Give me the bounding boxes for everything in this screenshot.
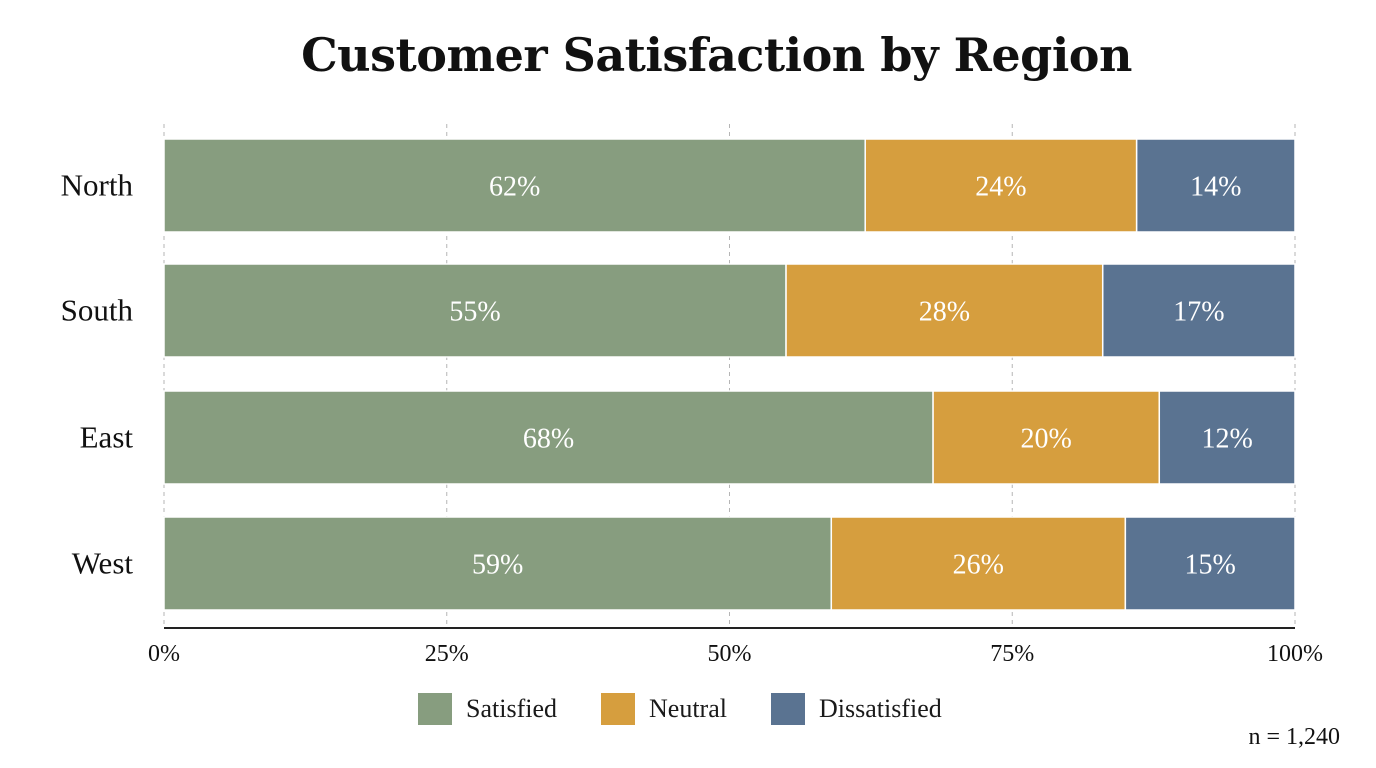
bar-south-dissatisfied <box>1101 263 1296 358</box>
legend-label-dissatisfied: Dissatisfied <box>818 694 942 723</box>
category-label-north: North <box>61 168 134 203</box>
legend-item-dissatisfied: Dissatisfied <box>770 693 942 725</box>
bar-south-neutral-label: 28% <box>919 297 970 328</box>
legend-item-neutral: Neutral <box>601 693 727 725</box>
category-label-south: South <box>61 293 134 328</box>
legend-item-satisfied: Satisfied <box>418 693 557 725</box>
bar-east-satisfied-label: 68% <box>523 424 574 455</box>
bar-east-satisfied <box>163 390 934 485</box>
legend-label-neutral: Neutral <box>649 694 727 723</box>
bar-east-neutral-label: 20% <box>1021 424 1072 455</box>
chart-legend: Satisfied Neutral Dissatisfied <box>418 692 986 726</box>
bar-east-dissatisfied <box>1158 390 1296 485</box>
bar-north-dissatisfied-label: 14% <box>1190 172 1241 203</box>
legend-swatch-dissatisfied <box>770 693 805 725</box>
legend-swatch-neutral <box>601 693 635 725</box>
x-tick-label-1: 25% <box>425 641 469 667</box>
bar-west-dissatisfied-label: 15% <box>1185 550 1236 581</box>
bar-west-neutral <box>830 516 1127 611</box>
bar-north-satisfied <box>163 138 866 233</box>
bar-north-neutral-label: 24% <box>975 172 1026 203</box>
bar-south-dissatisfied-label: 17% <box>1173 297 1224 328</box>
x-tick-label-2: 50% <box>708 641 752 667</box>
chart-title: Customer Satisfaction by Region <box>301 28 1132 82</box>
x-tick-label-4: 100% <box>1267 641 1323 667</box>
bar-west-dissatisfied <box>1124 516 1296 611</box>
bar-north-dissatisfied <box>1135 138 1296 233</box>
bar-west-neutral-label: 26% <box>953 550 1004 581</box>
bar-north-satisfied-label: 62% <box>489 172 540 203</box>
sample-size-note: n = 1,240 <box>1248 724 1340 750</box>
category-label-east: East <box>80 420 134 455</box>
bar-west-satisfied-label: 59% <box>472 550 523 581</box>
bar-north-neutral <box>864 138 1138 233</box>
bar-east-dissatisfied-label: 12% <box>1201 424 1252 455</box>
legend-label-satisfied: Satisfied <box>466 694 557 723</box>
category-label-west: West <box>72 546 134 581</box>
legend-swatch-satisfied <box>418 693 452 725</box>
x-tick-label-0: 0% <box>148 641 180 667</box>
bar-south-satisfied-label: 55% <box>449 297 500 328</box>
x-tick-label-3: 75% <box>990 641 1034 667</box>
bar-east-neutral <box>932 390 1161 485</box>
